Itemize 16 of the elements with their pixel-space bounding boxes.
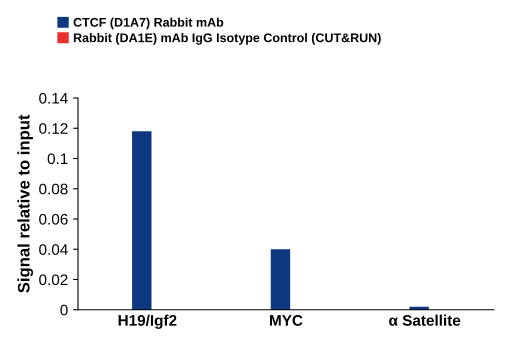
x-tick-label: MYC: [270, 315, 303, 326]
bar: [270, 249, 290, 310]
y-tick-label: 0.02: [39, 274, 68, 286]
y-tick-label: 0: [60, 304, 68, 316]
y-tick-label: 0.1: [48, 153, 68, 164]
x-tick-label: H19/Igf2: [118, 314, 176, 329]
legend-label: Rabbit (DA1E) mAb IgG Isotype Control (CUT&RUN): [74, 33, 381, 45]
y-tick-label: 0.12: [39, 123, 68, 134]
y-tick-label: 0.08: [39, 184, 68, 194]
x-tick-label: α Satellite: [389, 314, 460, 326]
y-tick-label: 0.06: [39, 214, 68, 225]
y-tick-label: 0.14: [39, 92, 68, 104]
bar: [132, 131, 152, 310]
y-axis-title: Signal relative to input: [17, 114, 33, 293]
y-tick-label: 0.04: [39, 244, 68, 255]
legend-label: CTCF (D1A7) Rabbit mAb: [74, 18, 224, 30]
